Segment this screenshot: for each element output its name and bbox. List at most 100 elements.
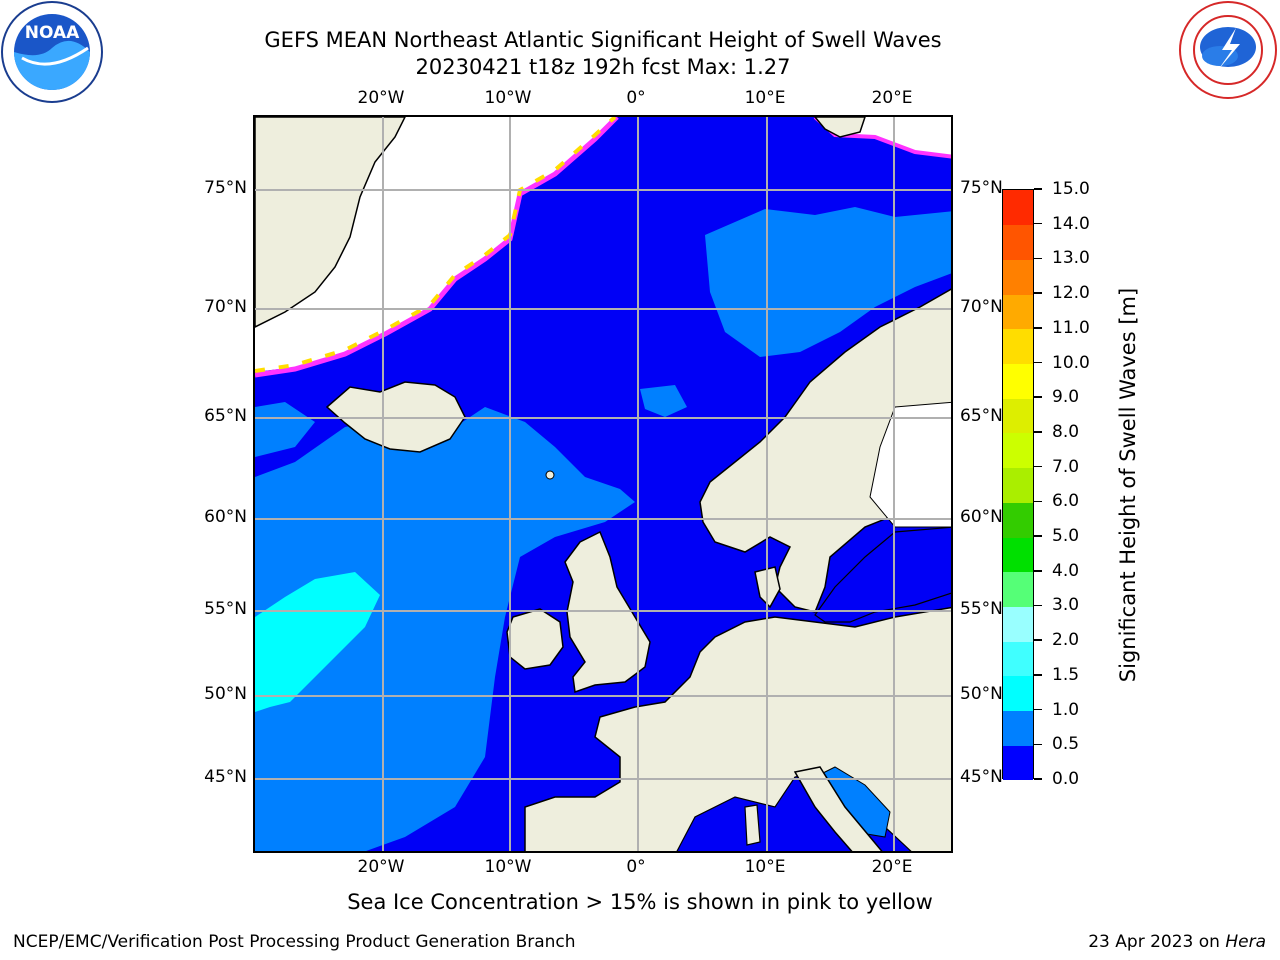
land-scandinavia: [699, 288, 951, 613]
lat-tick-left: 75°N: [204, 178, 247, 198]
colorbar-segment: [1003, 398, 1033, 434]
colorbar-tick-label: 1.0: [1052, 699, 1080, 720]
national-weather-service-logo-icon: [1179, 1, 1277, 99]
colorbar-tick-label: 3.0: [1052, 595, 1080, 616]
sea-ice-edge-yellow: [255, 117, 617, 373]
lat-tick-left: 55°N: [204, 599, 247, 619]
sea-ice-note: Sea Ice Concentration > 15% is shown in …: [347, 890, 933, 914]
colorbar-tick-label: 13.0: [1052, 248, 1090, 269]
colorbar-tick-mark: [1034, 743, 1042, 746]
colorbar-tick-mark: [1034, 361, 1042, 364]
land-svalbard: [814, 117, 866, 138]
footer-host: Hera: [1225, 932, 1266, 952]
colorbar-segment: [1003, 641, 1033, 677]
colorbar-segment: [1003, 224, 1033, 260]
colorbar-tick-label: 9.0: [1052, 387, 1080, 408]
colorbar-tick-mark: [1034, 535, 1042, 537]
noaa-logo: NOAA: [0, 0, 104, 104]
lon-tick-bottom: 10°E: [744, 857, 786, 877]
lat-tick-left: 70°N: [204, 297, 247, 317]
lon-tick-bottom: 10°W: [484, 857, 532, 877]
land-ireland: [506, 608, 564, 670]
colorbar-tick-label: 4.0: [1052, 560, 1080, 581]
lon-tick-top: 0°: [626, 88, 646, 108]
colorbar-tick-label: 12.0: [1052, 283, 1090, 304]
colorbar-tick-mark: [1034, 570, 1042, 572]
colorbar-tick-label: 8.0: [1052, 421, 1080, 442]
land-corsica-sardinia: [744, 804, 761, 846]
colorbar-segment: [1003, 467, 1033, 503]
colorbar-segment: [1003, 537, 1033, 573]
lat-tick-left: 50°N: [204, 684, 247, 704]
colorbar-segment: [1003, 606, 1033, 642]
colorbar-tick-label: 15.0: [1052, 179, 1090, 199]
colorbar-tick-mark: [1034, 778, 1042, 780]
colorbar-tick-label: 5.0: [1052, 526, 1080, 547]
lat-tick-left: 65°N: [204, 406, 247, 426]
colorbar-tick-mark: [1034, 327, 1042, 329]
swell-mid-region-west-edge: [255, 402, 315, 457]
colorbar-tick-mark: [1034, 465, 1042, 468]
colorbar-tick-mark: [1034, 708, 1042, 711]
map-frame: [253, 115, 953, 853]
chart-subtitle: 20230421 t18z 192h fcst Max: 1.27: [415, 55, 791, 79]
colorbar-tick-mark: [1034, 257, 1042, 260]
colorbar-tick-mark: [1034, 431, 1042, 433]
colorbar-segment: [1003, 190, 1033, 226]
lon-tick-top: 10°W: [484, 88, 532, 108]
map-canvas: [255, 117, 951, 851]
lon-tick-bottom: 20°W: [357, 857, 405, 877]
colorbar-title: Significant Height of Swell Waves [m]: [1116, 287, 1140, 683]
lat-tick-right: 65°N: [960, 406, 1003, 426]
colorbar-segment: [1003, 675, 1033, 712]
colorbar-tick-label: 14.0: [1052, 213, 1090, 234]
colorbar-segment: [1003, 571, 1033, 607]
map-gridlines: [255, 117, 951, 851]
colorbar-segment: [1003, 363, 1033, 399]
lon-tick-top: 20°W: [357, 88, 405, 108]
colorbar-tick-label: 0.5: [1052, 734, 1080, 755]
lat-tick-left: 45°N: [204, 767, 247, 787]
colorbar-tick-label: 11.0: [1052, 317, 1090, 338]
lon-tick-bottom: 20°E: [871, 857, 913, 877]
colorbar: [1002, 189, 1034, 781]
colorbar-segment: [1003, 259, 1033, 295]
colorbar-tick-label: 7.0: [1052, 456, 1080, 477]
lon-tick-top: 20°E: [871, 88, 913, 108]
swell-high-region: [255, 572, 380, 712]
colorbar-tick-mark: [1034, 222, 1042, 225]
land-faroe-islands: [545, 470, 555, 480]
colorbar-tick-mark: [1034, 674, 1042, 676]
footer-date: 23 Apr 2023 on Hera: [1088, 932, 1266, 952]
lon-tick-bottom: 0°: [626, 857, 646, 877]
footer-credit: NCEP/EMC/Verification Post Processing Pr…: [13, 932, 576, 952]
colorbar-tick-label: 6.0: [1052, 491, 1080, 512]
land-italy: [793, 766, 883, 851]
colorbar-tick-label: 1.5: [1052, 664, 1080, 685]
colorbar-segment: [1003, 502, 1033, 538]
lat-tick-right: 60°N: [960, 507, 1003, 527]
lat-tick-right: 75°N: [960, 178, 1003, 198]
colorbar-tick-mark: [1034, 500, 1042, 503]
lat-tick-right: 70°N: [960, 297, 1003, 317]
chart-title: GEFS MEAN Northeast Atlantic Significant…: [264, 28, 942, 52]
footer-date-text: 23 Apr 2023 on: [1088, 932, 1226, 952]
colorbar-segment: [1003, 294, 1033, 330]
noaa-logo-icon: NOAA: [1, 1, 103, 103]
colorbar-tick-mark: [1034, 188, 1042, 190]
lon-tick-top: 10°E: [744, 88, 786, 108]
nws-logo: [1178, 0, 1278, 100]
lat-tick-left: 60°N: [204, 507, 247, 527]
colorbar-tick-label: 2.0: [1052, 630, 1080, 651]
colorbar-tick-mark: [1034, 292, 1042, 294]
colorbar-tick-label: 10.0: [1052, 352, 1090, 373]
colorbar-tick-label: 0.0: [1052, 769, 1080, 789]
lat-tick-right: 50°N: [960, 684, 1003, 704]
swell-mid-region-small: [640, 385, 687, 417]
colorbar-segment: [1003, 432, 1033, 469]
colorbar-tick-mark: [1034, 604, 1042, 607]
colorbar-segment: [1003, 328, 1033, 365]
colorbar-tick-mark: [1034, 639, 1042, 641]
land-greenland: [255, 117, 406, 328]
sea-ice-edge: [255, 117, 619, 378]
